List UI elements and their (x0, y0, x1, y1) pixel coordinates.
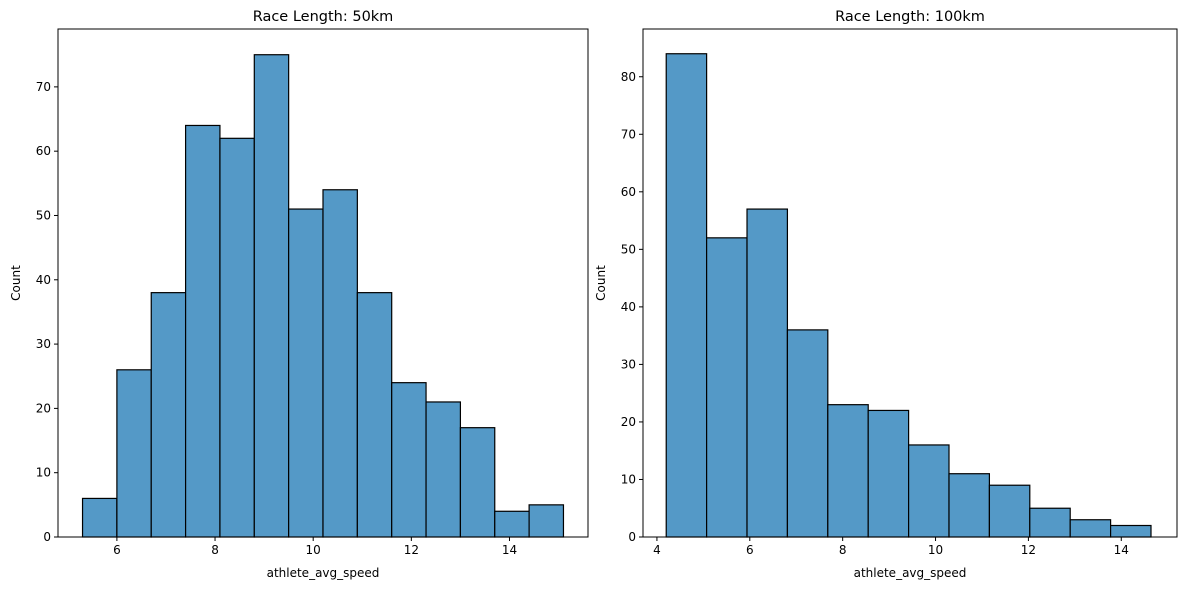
chart-title: Race Length: 100km (835, 9, 985, 25)
histogram-bar (827, 404, 869, 538)
axes-frame (642, 28, 1178, 538)
histogram-bar (1069, 519, 1112, 538)
x-tick-label: 8 (839, 543, 847, 557)
x-tick-label: 10 (928, 543, 943, 557)
histogram-bar (459, 427, 496, 538)
y-tick-label: 10 (621, 472, 636, 486)
histogram-bar (1029, 507, 1071, 538)
y-tick-label: 70 (621, 127, 636, 141)
y-tick-label: 10 (36, 466, 51, 480)
y-tick-label: 80 (621, 70, 636, 84)
x-tick-label: 10 (306, 543, 321, 557)
histogram-bar (288, 208, 324, 538)
y-tick-label: 30 (36, 337, 51, 351)
histogram-bar (150, 292, 187, 538)
x-tick-label: 14 (1114, 543, 1129, 557)
x-tick-label: 12 (1021, 543, 1036, 557)
histogram-bar (184, 124, 221, 538)
y-tick-label: 0 (628, 530, 636, 544)
x-tick-label: 8 (211, 543, 219, 557)
histogram-bar (425, 401, 462, 538)
histogram-bar (908, 444, 950, 538)
histogram-bar (948, 473, 991, 538)
histogram-bar (322, 189, 358, 538)
x-axis-label: athlete_avg_speed (267, 566, 380, 580)
y-tick-label: 70 (36, 80, 51, 94)
histogram-bar (116, 369, 152, 538)
y-tick-label: 50 (36, 208, 51, 222)
y-tick-label: 60 (36, 144, 51, 158)
y-tick-label: 20 (621, 415, 636, 429)
histogram-bar (665, 53, 708, 538)
y-axis-label: Count (594, 265, 608, 301)
y-tick-label: 30 (621, 357, 636, 371)
y-tick-label: 40 (36, 273, 51, 287)
histogram-bar (1109, 524, 1152, 538)
histogram-bar (253, 54, 290, 538)
y-tick-label: 50 (621, 242, 636, 256)
x-axis-label: athlete_avg_speed (854, 566, 967, 580)
axes-frame (57, 28, 589, 538)
histogram-bar (494, 510, 530, 538)
y-tick-label: 60 (621, 185, 636, 199)
x-tick-label: 6 (113, 543, 121, 557)
histogram-bar (867, 409, 910, 538)
histogram-bar (81, 497, 118, 538)
chart-title: Race Length: 50km (253, 9, 394, 25)
y-tick-label: 40 (621, 300, 636, 314)
histogram-bar (391, 382, 427, 538)
y-tick-label: 20 (36, 401, 51, 415)
x-tick-label: 4 (653, 543, 661, 557)
x-tick-label: 6 (746, 543, 754, 557)
histogram-50km: 6 8 10 12 14 0 10 20 30 40 50 60 70 Race Length: 50km… (9, 9, 589, 580)
histogram-bar (746, 208, 789, 538)
histogram-100km: 4 6 8 10 12 14 0 10 20 30 40 50 60 70 80 Race Length: 1… (594, 9, 1178, 580)
histogram-bar (219, 137, 255, 538)
histogram-bar (786, 329, 829, 538)
histogram-bar (706, 237, 748, 538)
x-tick-label: 12 (404, 543, 419, 557)
histogram-bar (356, 292, 393, 538)
histogram-bar (528, 504, 565, 538)
y-axis-label: Count (9, 265, 23, 301)
histogram-bar (988, 484, 1031, 538)
x-tick-label: 14 (502, 543, 517, 557)
y-tick-label: 0 (43, 530, 51, 544)
